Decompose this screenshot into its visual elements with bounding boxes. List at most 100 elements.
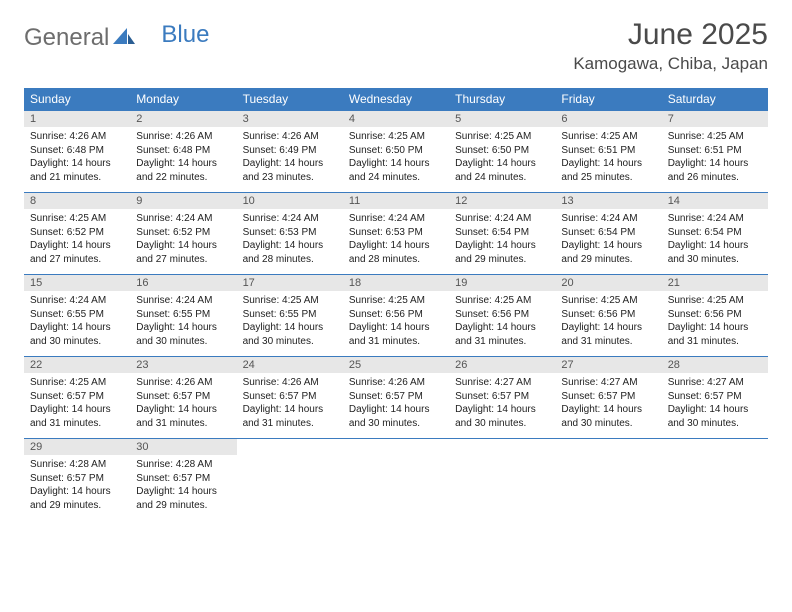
day-body: Sunrise: 4:26 AMSunset: 6:49 PMDaylight:… (237, 127, 343, 192)
day-number: 12 (449, 193, 555, 209)
sunrise-line: Sunrise: 4:25 AM (561, 294, 655, 308)
daylight-line-1: Daylight: 14 hours (136, 157, 230, 171)
daylight-line-1: Daylight: 14 hours (243, 321, 337, 335)
sunset-line: Sunset: 6:56 PM (455, 308, 549, 322)
sunrise-line: Sunrise: 4:26 AM (30, 130, 124, 144)
sunrise-line: Sunrise: 4:25 AM (30, 212, 124, 226)
daylight-line-2: and 26 minutes. (668, 171, 762, 185)
day-number: 15 (24, 275, 130, 291)
calendar-cell: 17Sunrise: 4:25 AMSunset: 6:55 PMDayligh… (237, 275, 343, 357)
day-number: 17 (237, 275, 343, 291)
day-body: Sunrise: 4:26 AMSunset: 6:57 PMDaylight:… (237, 373, 343, 438)
sunrise-line: Sunrise: 4:25 AM (561, 130, 655, 144)
weekday-header: Saturday (662, 88, 768, 111)
sunset-line: Sunset: 6:57 PM (136, 390, 230, 404)
day-body: Sunrise: 4:24 AMSunset: 6:55 PMDaylight:… (130, 291, 236, 356)
sunset-line: Sunset: 6:56 PM (668, 308, 762, 322)
sunset-line: Sunset: 6:48 PM (136, 144, 230, 158)
day-body: Sunrise: 4:26 AMSunset: 6:57 PMDaylight:… (130, 373, 236, 438)
day-body: Sunrise: 4:24 AMSunset: 6:52 PMDaylight:… (130, 209, 236, 274)
day-body: Sunrise: 4:25 AMSunset: 6:56 PMDaylight:… (343, 291, 449, 356)
weekday-header: Monday (130, 88, 236, 111)
sunset-line: Sunset: 6:51 PM (668, 144, 762, 158)
calendar-cell: 22Sunrise: 4:25 AMSunset: 6:57 PMDayligh… (24, 357, 130, 439)
day-number: 10 (237, 193, 343, 209)
calendar-cell: 2Sunrise: 4:26 AMSunset: 6:48 PMDaylight… (130, 111, 236, 193)
calendar-cell (555, 439, 661, 521)
day-body: Sunrise: 4:28 AMSunset: 6:57 PMDaylight:… (24, 455, 130, 520)
sunset-line: Sunset: 6:54 PM (561, 226, 655, 240)
daylight-line-1: Daylight: 14 hours (30, 321, 124, 335)
day-number: 23 (130, 357, 236, 373)
daylight-line-1: Daylight: 14 hours (136, 321, 230, 335)
sunrise-line: Sunrise: 4:25 AM (243, 294, 337, 308)
daylight-line-1: Daylight: 14 hours (30, 157, 124, 171)
daylight-line-1: Daylight: 14 hours (668, 321, 762, 335)
sunset-line: Sunset: 6:57 PM (30, 472, 124, 486)
calendar-cell: 28Sunrise: 4:27 AMSunset: 6:57 PMDayligh… (662, 357, 768, 439)
sunrise-line: Sunrise: 4:25 AM (349, 130, 443, 144)
sunrise-line: Sunrise: 4:26 AM (243, 130, 337, 144)
weekday-header: Friday (555, 88, 661, 111)
daylight-line-1: Daylight: 14 hours (30, 239, 124, 253)
daylight-line-2: and 24 minutes. (349, 171, 443, 185)
daylight-line-2: and 29 minutes. (455, 253, 549, 267)
calendar-table: Sunday Monday Tuesday Wednesday Thursday… (24, 88, 768, 520)
sunrise-line: Sunrise: 4:25 AM (668, 130, 762, 144)
sunset-line: Sunset: 6:57 PM (561, 390, 655, 404)
daylight-line-2: and 30 minutes. (455, 417, 549, 431)
day-number: 4 (343, 111, 449, 127)
sunrise-line: Sunrise: 4:24 AM (243, 212, 337, 226)
sunset-line: Sunset: 6:53 PM (349, 226, 443, 240)
calendar-cell: 5Sunrise: 4:25 AMSunset: 6:50 PMDaylight… (449, 111, 555, 193)
sunrise-line: Sunrise: 4:27 AM (561, 376, 655, 390)
logo-text-general: General (24, 24, 109, 52)
daylight-line-1: Daylight: 14 hours (561, 157, 655, 171)
day-body: Sunrise: 4:25 AMSunset: 6:51 PMDaylight:… (555, 127, 661, 192)
sunset-line: Sunset: 6:52 PM (136, 226, 230, 240)
daylight-line-2: and 31 minutes. (243, 417, 337, 431)
daylight-line-2: and 21 minutes. (30, 171, 124, 185)
sunrise-line: Sunrise: 4:26 AM (349, 376, 443, 390)
daylight-line-1: Daylight: 14 hours (455, 157, 549, 171)
day-body: Sunrise: 4:25 AMSunset: 6:56 PMDaylight:… (449, 291, 555, 356)
sunset-line: Sunset: 6:55 PM (136, 308, 230, 322)
calendar-row: 1Sunrise: 4:26 AMSunset: 6:48 PMDaylight… (24, 111, 768, 193)
calendar-cell: 26Sunrise: 4:27 AMSunset: 6:57 PMDayligh… (449, 357, 555, 439)
calendar-cell: 10Sunrise: 4:24 AMSunset: 6:53 PMDayligh… (237, 193, 343, 275)
day-number: 8 (24, 193, 130, 209)
daylight-line-2: and 23 minutes. (243, 171, 337, 185)
day-body: Sunrise: 4:27 AMSunset: 6:57 PMDaylight:… (555, 373, 661, 438)
sunset-line: Sunset: 6:57 PM (243, 390, 337, 404)
daylight-line-2: and 27 minutes. (136, 253, 230, 267)
sunset-line: Sunset: 6:51 PM (561, 144, 655, 158)
daylight-line-1: Daylight: 14 hours (455, 403, 549, 417)
daylight-line-2: and 30 minutes. (668, 253, 762, 267)
daylight-line-1: Daylight: 14 hours (668, 239, 762, 253)
daylight-line-1: Daylight: 14 hours (243, 239, 337, 253)
day-number: 30 (130, 439, 236, 455)
day-number: 27 (555, 357, 661, 373)
daylight-line-2: and 31 minutes. (561, 335, 655, 349)
day-body: Sunrise: 4:25 AMSunset: 6:52 PMDaylight:… (24, 209, 130, 274)
sunrise-line: Sunrise: 4:28 AM (30, 458, 124, 472)
day-body: Sunrise: 4:25 AMSunset: 6:50 PMDaylight:… (343, 127, 449, 192)
daylight-line-1: Daylight: 14 hours (30, 403, 124, 417)
day-number: 20 (555, 275, 661, 291)
daylight-line-2: and 29 minutes. (136, 499, 230, 513)
sunrise-line: Sunrise: 4:26 AM (136, 376, 230, 390)
calendar-cell: 12Sunrise: 4:24 AMSunset: 6:54 PMDayligh… (449, 193, 555, 275)
day-number: 18 (343, 275, 449, 291)
daylight-line-1: Daylight: 14 hours (349, 157, 443, 171)
calendar-cell: 29Sunrise: 4:28 AMSunset: 6:57 PMDayligh… (24, 439, 130, 521)
daylight-line-2: and 30 minutes. (243, 335, 337, 349)
day-body: Sunrise: 4:24 AMSunset: 6:54 PMDaylight:… (555, 209, 661, 274)
calendar-cell: 19Sunrise: 4:25 AMSunset: 6:56 PMDayligh… (449, 275, 555, 357)
calendar-cell: 18Sunrise: 4:25 AMSunset: 6:56 PMDayligh… (343, 275, 449, 357)
calendar-cell: 21Sunrise: 4:25 AMSunset: 6:56 PMDayligh… (662, 275, 768, 357)
sunrise-line: Sunrise: 4:25 AM (30, 376, 124, 390)
daylight-line-2: and 29 minutes. (30, 499, 124, 513)
day-body: Sunrise: 4:24 AMSunset: 6:55 PMDaylight:… (24, 291, 130, 356)
daylight-line-1: Daylight: 14 hours (668, 157, 762, 171)
sunrise-line: Sunrise: 4:26 AM (243, 376, 337, 390)
